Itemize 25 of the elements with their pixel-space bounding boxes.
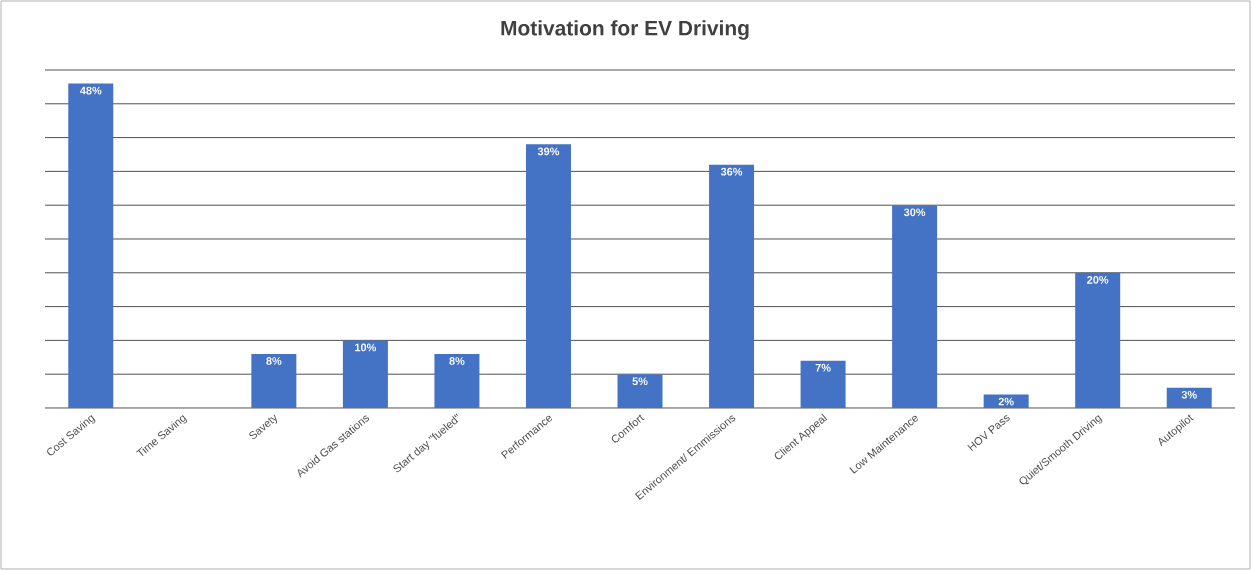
bar bbox=[800, 360, 846, 408]
data-label: 2% bbox=[998, 397, 1014, 406]
bar bbox=[892, 205, 938, 408]
bar bbox=[1075, 272, 1121, 408]
data-label: 48% bbox=[79, 86, 102, 95]
data-label: 5% bbox=[632, 377, 648, 386]
data-label: 8% bbox=[266, 357, 282, 365]
bar bbox=[251, 353, 297, 408]
bar bbox=[617, 374, 663, 408]
bar bbox=[709, 164, 755, 408]
data-label: 36% bbox=[720, 167, 743, 176]
data-label: 7% bbox=[815, 363, 831, 372]
data-label: 39% bbox=[537, 147, 560, 156]
data-label: 30% bbox=[903, 208, 926, 217]
data-label: 3% bbox=[1181, 390, 1197, 399]
bar bbox=[342, 340, 388, 408]
bar bbox=[1166, 387, 1212, 408]
data-label: 8% bbox=[449, 357, 465, 365]
bar bbox=[434, 353, 480, 408]
data-label: 10% bbox=[355, 343, 377, 352]
bar bbox=[525, 144, 571, 408]
chart-title: Motivation for EV Driving bbox=[501, 20, 749, 40]
bar bbox=[68, 83, 114, 408]
data-label: 20% bbox=[1087, 276, 1109, 284]
bar bbox=[983, 394, 1029, 408]
